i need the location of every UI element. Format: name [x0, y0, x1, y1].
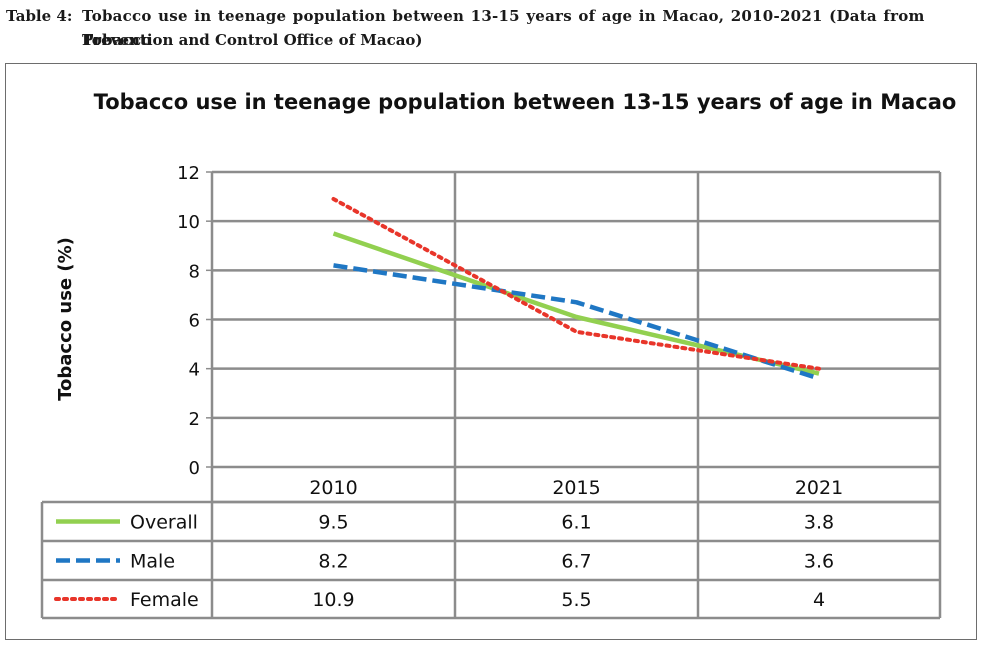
legend-label: Male — [130, 551, 175, 573]
legend-label: Overall — [130, 512, 198, 534]
table-cell-value: 6.7 — [561, 551, 591, 573]
gridlines — [206, 170, 942, 469]
y-tick-label: 4 — [189, 360, 200, 381]
table-cell-value: 6.1 — [561, 512, 591, 534]
legend-label: Female — [130, 589, 199, 611]
x-tick-label: 2010 — [309, 477, 357, 499]
table-cell-value: 4 — [813, 589, 825, 611]
y-axis-label: Tobacco use (%) — [55, 237, 76, 401]
series-line-female — [331, 197, 821, 371]
y-tick-label: 0 — [189, 458, 200, 479]
y-tick-labels: 0 2 4 6 8 10 12 — [177, 163, 200, 479]
y-tick-label: 8 — [189, 261, 200, 282]
caption-label: Table 4: — [6, 7, 73, 25]
series-line-male — [333, 263, 820, 381]
x-tick-label: 2015 — [552, 477, 600, 499]
table-cell-value: 3.6 — [804, 551, 834, 573]
chart-frame — [5, 63, 977, 640]
x-tick-label: 2021 — [795, 477, 843, 499]
chart-title: Tobacco use in teenage population betwee… — [94, 90, 957, 114]
y-tick-label: 10 — [177, 212, 200, 233]
table-cell-value: 10.9 — [312, 589, 354, 611]
table-cell-value: 3.8 — [804, 512, 834, 534]
table-cell-value: 8.2 — [318, 551, 348, 573]
caption-text-line1: Tobacco use in teenage population betwee… — [82, 7, 925, 49]
table-cell-value: 9.5 — [318, 512, 348, 534]
table-cell-value: 5.5 — [561, 589, 591, 611]
series-lines — [331, 197, 821, 381]
caption-text-line2: Prevention and Control Office of Macao) — [82, 31, 423, 49]
y-tick-label: 6 — [189, 311, 200, 332]
y-tick-label: 12 — [177, 163, 200, 184]
data-table: 2010 2015 2021 Overall 9.5 6.1 3.8 Male 8.2 6.7 3.… — [40, 467, 942, 620]
y-tick-label: 2 — [189, 409, 200, 430]
